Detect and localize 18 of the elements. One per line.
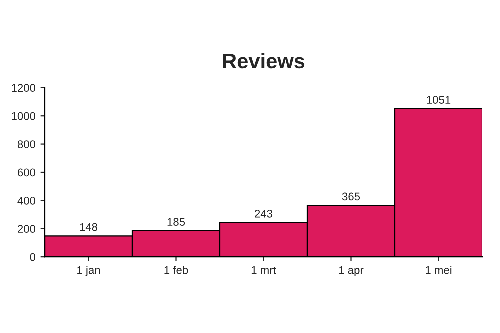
y-tick-label: 1000 bbox=[12, 112, 36, 120]
data-label: 185 bbox=[168, 218, 186, 226]
data-label: 243 bbox=[255, 210, 273, 218]
data-label: 1051 bbox=[427, 96, 451, 104]
y-tick-label: 1200 bbox=[12, 84, 36, 92]
x-tick-label: 1 apr bbox=[339, 266, 364, 276]
x-tick-label: 1 feb bbox=[164, 266, 188, 274]
y-tick-label: 200 bbox=[18, 225, 36, 234]
y-tick-label: 800 bbox=[18, 140, 36, 148]
data-label: 365 bbox=[342, 192, 360, 201]
chart-title: Reviews bbox=[223, 53, 305, 69]
x-tick-label: 1 mei bbox=[426, 266, 452, 274]
y-tick-label: 600 bbox=[18, 168, 36, 177]
y-tick-label: 0 bbox=[30, 253, 36, 262]
x-tick-label: 1 mrt bbox=[252, 266, 276, 274]
y-tick-label: 400 bbox=[18, 196, 36, 205]
data-label: 148 bbox=[80, 223, 98, 232]
x-tick-label: 1 jan bbox=[78, 266, 100, 276]
